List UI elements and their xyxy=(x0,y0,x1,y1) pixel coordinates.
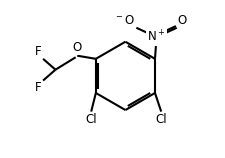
Text: $^-$O: $^-$O xyxy=(113,14,134,27)
Text: F: F xyxy=(35,81,41,94)
Text: O: O xyxy=(177,14,186,27)
Text: Cl: Cl xyxy=(85,113,97,126)
Text: O: O xyxy=(72,41,81,54)
Text: F: F xyxy=(35,45,41,58)
Text: Cl: Cl xyxy=(155,113,166,126)
Text: N$^+$: N$^+$ xyxy=(147,29,165,45)
